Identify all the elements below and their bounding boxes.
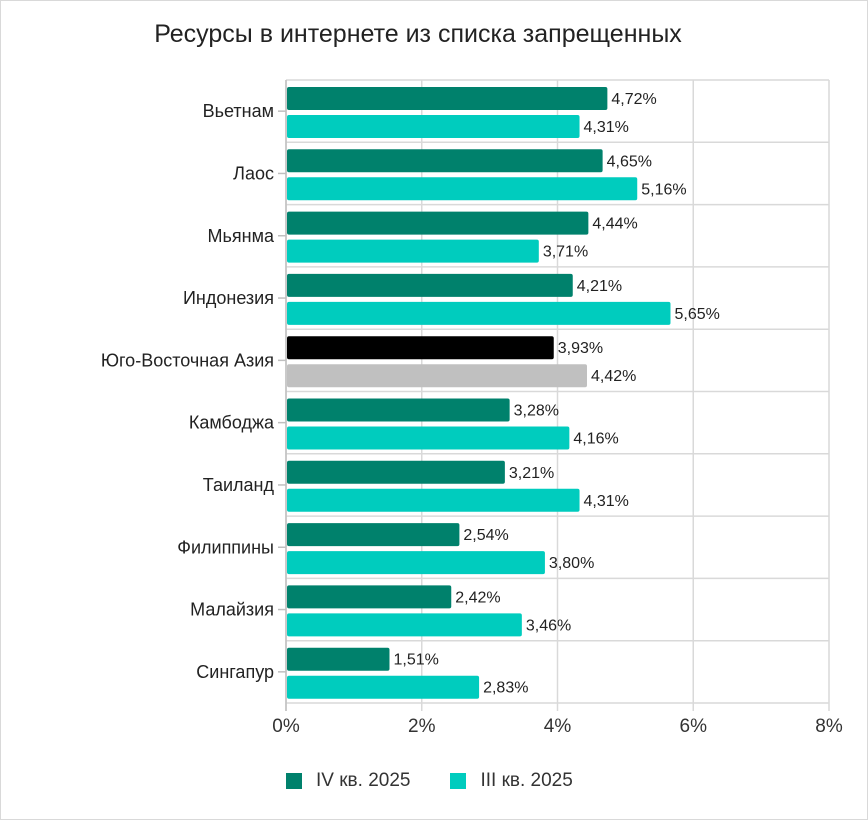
data-label: 2,83%: [483, 680, 528, 697]
category-label: Сингапур: [196, 662, 274, 682]
category-label: Камбоджа: [189, 413, 275, 433]
data-label: 4,44%: [592, 216, 637, 233]
chart-title: Ресурсы в интернете из списка запрещенны…: [154, 20, 682, 48]
legend-label-q4: IV кв. 2025: [316, 770, 411, 791]
category-label: Индонезия: [183, 288, 274, 308]
data-label: 3,21%: [509, 465, 554, 482]
bar-q4: [287, 398, 510, 422]
legend-item-q4: IV кв. 2025: [286, 770, 410, 792]
bar-q4: [287, 523, 460, 547]
bar-q4: [287, 460, 505, 484]
bar-q3: [287, 426, 570, 450]
bar-q4: [287, 211, 589, 235]
bar-q4: [287, 585, 452, 609]
data-label: 4,21%: [577, 278, 622, 295]
bar-q4: [287, 87, 608, 110]
data-label: 4,16%: [573, 431, 618, 448]
bar-q3: [287, 177, 638, 201]
data-label: 5,16%: [641, 181, 686, 198]
bar-q4: [287, 336, 554, 360]
data-label: 3,46%: [526, 617, 571, 634]
legend-label-q3: III кв. 2025: [480, 770, 573, 791]
data-label: 3,28%: [514, 403, 559, 420]
data-label: 5,65%: [674, 306, 719, 323]
data-label: 1,51%: [393, 652, 438, 669]
bar-q3: [287, 301, 671, 325]
bar-q3: [287, 115, 580, 138]
category-label: Малайзия: [190, 600, 274, 620]
x-tick-label: 0%: [272, 716, 300, 737]
bar-q3: [287, 364, 588, 388]
x-tick-label: 6%: [680, 716, 708, 737]
legend-swatch-q4: [286, 773, 302, 789]
legend: IV кв. 2025 III кв. 2025: [286, 770, 573, 792]
legend-item-q3: III кв. 2025: [450, 770, 573, 792]
legend-swatch-q3: [450, 773, 467, 789]
x-tick-label: 4%: [544, 716, 572, 737]
bar-q3: [287, 675, 480, 699]
bar-q3: [287, 551, 545, 575]
data-label: 4,31%: [584, 119, 629, 136]
data-label: 3,93%: [558, 340, 603, 357]
category-label: Юго-Восточная Азия: [101, 350, 274, 370]
x-tick-label: 8%: [815, 716, 843, 737]
category-label: Мьянма: [208, 226, 275, 246]
category-label: Лаос: [233, 163, 274, 183]
data-label: 4,42%: [591, 368, 636, 385]
data-label: 3,71%: [543, 244, 588, 261]
bar-q4: [287, 149, 603, 173]
bar-q3: [287, 613, 522, 637]
category-label: Филиппины: [177, 537, 274, 557]
x-tick-label: 2%: [408, 716, 436, 737]
category-label: Таиланд: [203, 475, 275, 495]
data-label: 4,65%: [607, 153, 652, 170]
data-label: 2,54%: [463, 527, 508, 544]
bar-q3: [287, 488, 580, 512]
bar-q3: [287, 239, 539, 263]
bar-q4: [287, 647, 390, 671]
data-label: 2,42%: [455, 589, 500, 606]
category-label: Вьетнам: [203, 101, 274, 121]
data-label: 3,80%: [549, 555, 594, 572]
data-label: 4,72%: [611, 91, 656, 108]
bar-q4: [287, 273, 573, 297]
data-label: 4,31%: [584, 493, 629, 510]
